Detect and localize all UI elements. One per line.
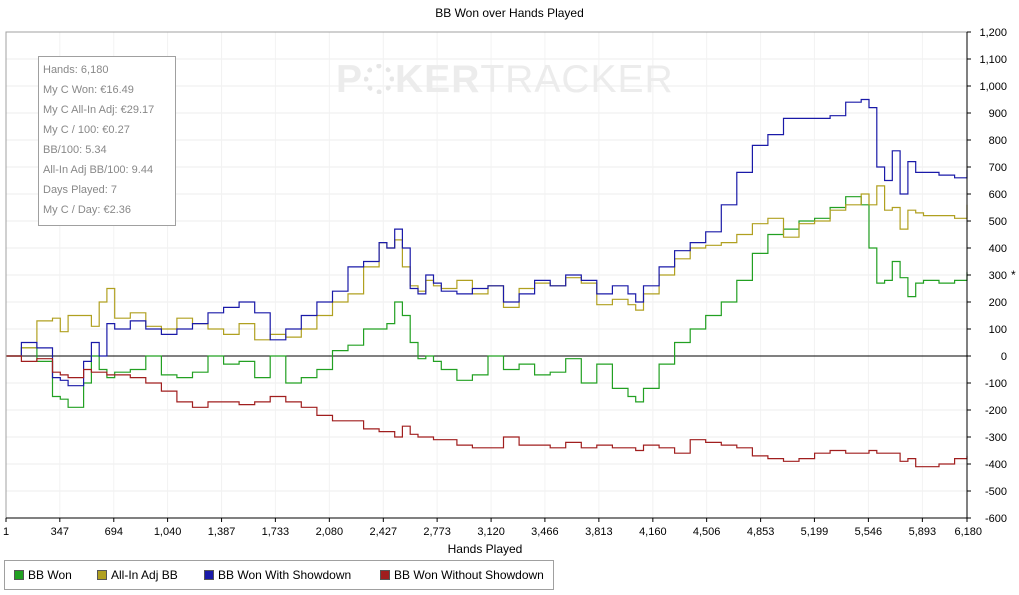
y-tick-label: 800 (989, 135, 1007, 147)
y-axis-label: * (1011, 268, 1016, 282)
x-tick-label: 2,080 (316, 526, 344, 538)
legend: BB Won All-In Adj BB BB Won With Showdow… (4, 560, 554, 590)
stats-info-box: Hands: 6,180 My C Won: €16.49 My C All-I… (38, 56, 176, 226)
x-tick-label: 5,199 (801, 526, 829, 538)
x-axis-label: Hands Played (447, 542, 523, 556)
stat-all-in-adj: My C All-In Adj: €29.17 (43, 104, 155, 116)
y-tick-label: 100 (989, 324, 1007, 336)
x-tick-label: 3,466 (531, 526, 559, 538)
y-tick-label: -100 (985, 378, 1007, 390)
legend-label: BB Won With Showdown (218, 568, 352, 582)
series-line-0 (6, 196, 968, 408)
legend-label: BB Won Without Showdown (394, 568, 544, 582)
x-tick-label: 694 (105, 526, 123, 538)
x-tick-label: 4,160 (639, 526, 667, 538)
y-tick-label: 600 (989, 189, 1007, 201)
x-tick-labels: 1 347 694 1,040 1,387 1,733 2,080 2,427 2,773 3,1… (3, 518, 982, 538)
x-tick-label: 4,506 (693, 526, 721, 538)
y-tick-label: 900 (989, 108, 1007, 120)
stat-hands: Hands: 6,180 (43, 64, 109, 76)
spade-chip-icon (364, 64, 395, 94)
y-tick-label: 1,200 (979, 27, 1007, 39)
x-tick-label: 5,893 (909, 526, 937, 538)
y-tick-labels: -600 -500 -400 -300 -200 -100 0 100 200 300 400 500… (967, 27, 1007, 525)
y-tick-label: 0 (1001, 351, 1007, 363)
x-tick-label: 1,387 (208, 526, 236, 538)
y-tick-label: 200 (989, 297, 1007, 309)
y-tick-label: -300 (985, 432, 1007, 444)
y-tick-label: 1,100 (979, 54, 1007, 66)
x-tick-label: 2,427 (370, 526, 398, 538)
legend-label: BB Won (28, 568, 72, 582)
x-tick-label: 6,180 (954, 526, 982, 538)
y-tick-label: -200 (985, 405, 1007, 417)
watermark-part-1: P (336, 58, 364, 101)
legend-swatch-icon (97, 569, 107, 580)
series-lines (6, 98, 968, 468)
x-tick-label: 3,120 (477, 526, 505, 538)
y-tick-label: 700 (989, 162, 1007, 174)
stat-bb-100: BB/100: 5.34 (43, 144, 107, 156)
stat-won: My C Won: €16.49 (43, 84, 134, 96)
x-tick-label: 2,773 (423, 526, 451, 538)
x-tick-label: 3,813 (585, 526, 613, 538)
x-tick-label: 1 (3, 526, 9, 538)
legend-item-all-in-adj-bb[interactable]: All-In Adj BB (97, 561, 178, 589)
y-tick-label: 400 (989, 243, 1007, 255)
x-tick-label: 5,546 (855, 526, 883, 538)
legend-swatch-icon (380, 569, 390, 580)
chart-title: BB Won over Hands Played (435, 6, 584, 20)
legend-item-with-showdown[interactable]: BB Won With Showdown (204, 561, 351, 589)
legend-item-bb-won[interactable]: BB Won (14, 561, 72, 589)
series-line-2 (6, 98, 968, 387)
y-tick-label: -400 (985, 459, 1007, 471)
x-tick-label: 1,040 (154, 526, 182, 538)
y-tick-label: 300 (989, 270, 1007, 282)
series-line-3 (6, 355, 968, 468)
x-tick-label: 1,733 (262, 526, 290, 538)
y-tick-label: 1,000 (979, 81, 1007, 93)
y-tick-label: -600 (985, 513, 1007, 525)
pokertracker-watermark: P KERTRACKER (336, 58, 674, 102)
stat-all-in-adj-bb-100: All-In Adj BB/100: 9.44 (43, 164, 154, 176)
x-tick-label: 347 (51, 526, 69, 538)
legend-swatch-icon (204, 569, 214, 580)
legend-label: All-In Adj BB (111, 568, 178, 582)
watermark-part-3: TRACKER (480, 58, 674, 101)
stat-days-played: Days Played: 7 (43, 184, 117, 196)
x-tick-label: 4,853 (747, 526, 775, 538)
y-tick-label: -500 (985, 486, 1007, 498)
y-tick-label: 500 (989, 216, 1007, 228)
stat-per-100: My C / 100: €0.27 (43, 124, 130, 136)
watermark-part-2: KER (395, 58, 481, 101)
legend-swatch-icon (14, 569, 24, 580)
legend-item-without-showdown[interactable]: BB Won Without Showdown (380, 561, 544, 589)
stat-per-day: My C / Day: €2.36 (43, 204, 132, 216)
